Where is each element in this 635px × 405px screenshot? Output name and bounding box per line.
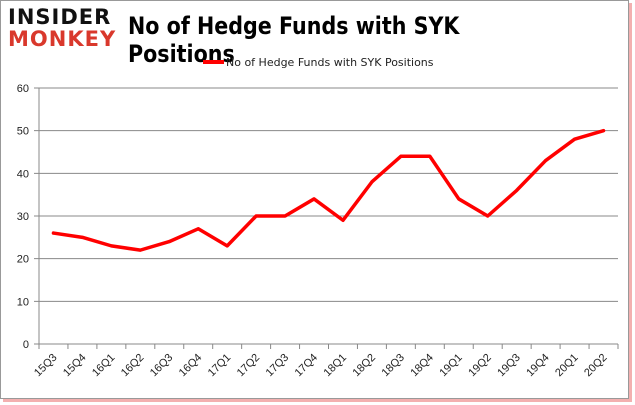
data-point bbox=[573, 137, 577, 141]
data-point bbox=[283, 214, 287, 218]
data-point bbox=[254, 214, 258, 218]
y-tick-label: 50 bbox=[17, 126, 29, 138]
series-line bbox=[51, 128, 606, 252]
y-tick-label: 0 bbox=[23, 339, 29, 351]
x-tick-label: 19Q4 bbox=[524, 352, 552, 380]
data-point bbox=[515, 188, 519, 192]
legend-label: No of Hedge Funds with SYK Positions bbox=[226, 56, 434, 69]
x-tick-label: 19Q2 bbox=[466, 352, 494, 380]
y-tick-label: 10 bbox=[17, 296, 29, 308]
data-point bbox=[109, 244, 113, 248]
x-tick-label: 18Q1 bbox=[322, 352, 350, 380]
data-point bbox=[457, 197, 461, 201]
x-tick-label: 17Q2 bbox=[235, 352, 263, 380]
x-tick-label: 17Q1 bbox=[206, 352, 234, 380]
logo-line1: INSIDER bbox=[8, 5, 112, 29]
data-point bbox=[51, 231, 55, 235]
y-tick-label: 40 bbox=[17, 168, 29, 180]
x-tick-label: 17Q3 bbox=[264, 352, 292, 380]
insider-monkey-logo: INSIDER MONKEY bbox=[8, 6, 116, 50]
x-tick-label: 18Q2 bbox=[351, 352, 379, 380]
data-point bbox=[486, 214, 490, 218]
data-point bbox=[602, 129, 606, 133]
x-tick-label: 16Q4 bbox=[177, 352, 205, 380]
x-tick-label: 19Q1 bbox=[437, 352, 465, 380]
x-tick-label: 15Q3 bbox=[32, 352, 60, 380]
data-point bbox=[399, 154, 403, 158]
data-point bbox=[225, 244, 229, 248]
data-point bbox=[167, 240, 171, 244]
data-point bbox=[312, 197, 316, 201]
data-point bbox=[370, 180, 374, 184]
x-tick-label: 20Q2 bbox=[582, 352, 610, 380]
data-point bbox=[341, 218, 345, 222]
x-tick-label: 18Q4 bbox=[408, 352, 436, 380]
data-point bbox=[428, 154, 432, 158]
x-tick-label: 19Q3 bbox=[495, 352, 523, 380]
x-tick-label: 16Q1 bbox=[90, 352, 118, 380]
x-tick-label: 16Q2 bbox=[119, 352, 147, 380]
y-tick-label: 30 bbox=[17, 211, 29, 223]
x-tick-label: 16Q3 bbox=[148, 352, 176, 380]
x-tick-label: 20Q1 bbox=[553, 352, 581, 380]
x-tick-label: 17Q4 bbox=[293, 352, 321, 380]
data-point bbox=[544, 159, 548, 163]
y-tick-label: 60 bbox=[17, 83, 29, 95]
logo-line2: MONKEY bbox=[8, 27, 117, 51]
data-point bbox=[80, 235, 84, 239]
y-tick-label: 20 bbox=[17, 254, 29, 266]
x-tick-label: 15Q4 bbox=[61, 352, 89, 380]
x-tick-label: 18Q3 bbox=[379, 352, 407, 380]
data-point bbox=[196, 227, 200, 231]
data-point bbox=[138, 248, 142, 252]
